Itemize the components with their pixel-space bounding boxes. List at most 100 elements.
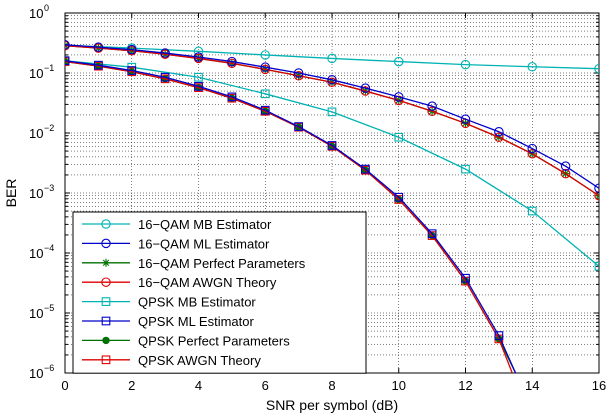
legend-entry: 16−QAM ML Estimator <box>82 236 270 251</box>
y-tick-label: 10 −2 <box>29 123 54 141</box>
y-tick-exponent: −3 <box>44 183 54 193</box>
data-point <box>227 92 237 102</box>
legend-entry: QPSK ML Estimator <box>82 314 254 329</box>
data-point <box>594 190 599 201</box>
data-point <box>160 48 170 58</box>
data-point <box>361 164 370 174</box>
series-1 <box>65 40 599 193</box>
y-tick-exponent: −2 <box>44 123 54 133</box>
x-tick-label: 2 <box>128 378 135 393</box>
data-point <box>194 81 203 91</box>
data-point <box>494 331 504 340</box>
legend-label: QPSK AWGN Theory <box>138 353 261 368</box>
y-tick-base: 10 <box>29 246 43 261</box>
data-point <box>101 238 111 249</box>
legend: 16−QAM MB Estimator 16−QAM ML Estimator 16… <box>72 211 367 374</box>
x-tick-label: 10 <box>392 378 406 393</box>
y-tick-exponent: −4 <box>44 243 54 253</box>
y-tick-label: 10 −3 <box>29 183 54 201</box>
data-point <box>193 52 204 62</box>
y-axis-label: BER <box>3 179 19 208</box>
data-point <box>293 68 304 78</box>
data-point <box>102 258 110 267</box>
x-tick-label: 8 <box>328 378 335 393</box>
data-point <box>594 183 599 193</box>
data-point <box>427 229 437 239</box>
data-point <box>260 62 270 72</box>
x-tick-label: 12 <box>458 378 472 393</box>
data-point <box>494 132 504 142</box>
data-point <box>327 53 337 64</box>
data-point <box>227 56 237 67</box>
x-tick-labels: 0 2 4 6 8 10 12 14 16 <box>61 378 606 393</box>
y-tick-base: 10 <box>29 186 43 201</box>
y-tick-exponent: 0 <box>44 3 49 13</box>
data-point <box>560 168 571 179</box>
data-point <box>194 72 203 82</box>
data-point <box>65 40 70 50</box>
data-point <box>527 149 537 159</box>
series-line <box>65 45 599 197</box>
y-tick-base: 10 <box>29 6 43 21</box>
legend-entry: 16−QAM Perfect Parameters <box>82 256 306 271</box>
legend-entry: QPSK AWGN Theory <box>82 353 261 368</box>
data-point <box>527 206 537 216</box>
series-line <box>65 45 599 197</box>
x-tick-label: 0 <box>61 378 68 393</box>
data-point <box>594 63 599 74</box>
data-point <box>427 106 437 117</box>
y-tick-label: 10 −1 <box>29 63 54 81</box>
x-tick-label: 16 <box>592 378 606 393</box>
data-point <box>594 261 599 271</box>
y-tick-exponent: −6 <box>44 363 54 373</box>
data-point <box>94 60 103 70</box>
series-line <box>65 60 517 373</box>
series-line <box>65 44 599 70</box>
y-tick-base: 10 <box>29 306 43 321</box>
series-3 <box>65 40 599 201</box>
data-point <box>294 122 303 131</box>
series-2 <box>65 41 599 200</box>
data-point <box>101 316 111 326</box>
series-layer <box>65 40 599 373</box>
y-tick-label: 10 −6 <box>29 363 54 381</box>
data-point <box>393 92 404 102</box>
data-point <box>393 56 404 67</box>
data-point <box>101 277 111 287</box>
data-point <box>327 75 337 85</box>
data-point <box>260 105 270 115</box>
data-point <box>65 56 70 66</box>
data-point <box>360 86 371 96</box>
y-tick-exponent: −1 <box>44 63 54 73</box>
legend-label: QPSK Perfect Parameters <box>138 333 290 348</box>
data-point <box>260 50 270 60</box>
y-tick-label: 10 0 <box>29 3 49 21</box>
data-point <box>127 66 137 75</box>
data-point <box>327 141 337 150</box>
y-tick-exponent: −5 <box>44 303 54 313</box>
y-tick-base: 10 <box>29 366 43 381</box>
data-point <box>93 42 104 52</box>
data-point <box>460 114 471 124</box>
data-point <box>260 89 270 99</box>
data-point <box>394 192 404 202</box>
legend-label: 16−QAM Perfect Parameters <box>138 256 306 271</box>
data-point <box>460 59 471 70</box>
series-line <box>65 44 599 189</box>
series-line <box>65 60 599 267</box>
y-tick-base: 10 <box>29 126 43 141</box>
series-5 <box>65 56 517 373</box>
data-point <box>127 44 137 55</box>
legend-label: QPSK ML Estimator <box>138 314 254 329</box>
data-point <box>101 219 111 229</box>
data-point <box>101 355 111 365</box>
legend-entry: 16−QAM AWGN Theory <box>82 275 277 290</box>
legend-label: 16−QAM AWGN Theory <box>138 275 277 290</box>
legend-box <box>72 211 367 374</box>
data-point <box>293 70 304 81</box>
data-point <box>160 72 170 82</box>
data-point <box>461 164 470 174</box>
data-point <box>101 297 111 306</box>
